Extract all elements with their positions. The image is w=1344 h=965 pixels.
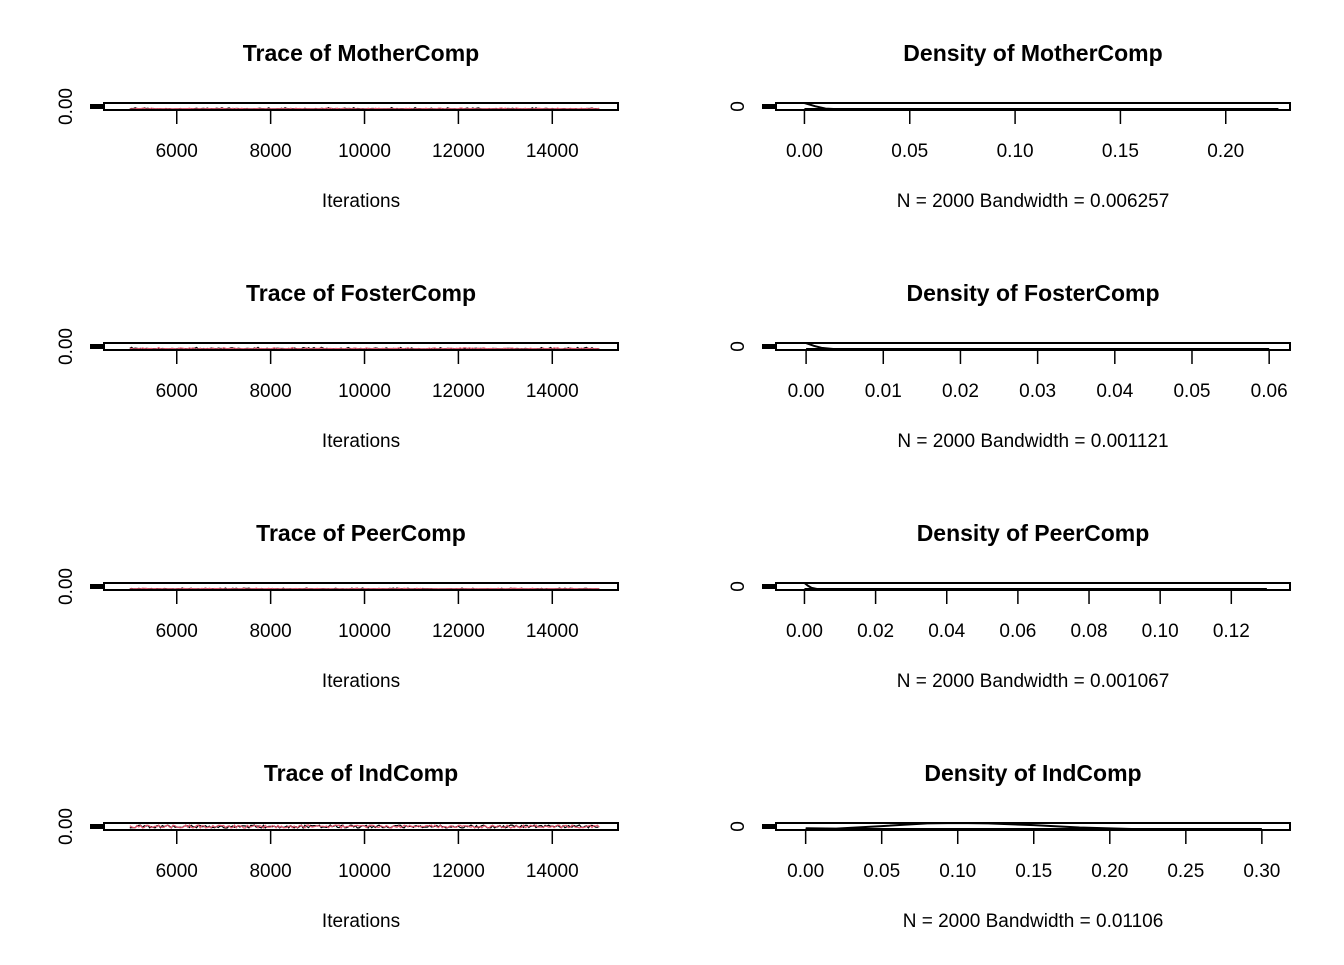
x-tick-label: 6000 [156, 861, 198, 882]
x-tick-label: 0.20 [1207, 141, 1244, 162]
x-axis-label: N = 2000 Bandwidth = 0.001067 [897, 671, 1170, 692]
trace-line-chain-2 [129, 587, 600, 590]
x-tick-label: 0.12 [1213, 621, 1250, 642]
x-tick-label: 12000 [432, 141, 485, 162]
panel-8: Density of IndComp 0 0.00 0.05 0.10 0.15 0.20 0… [728, 760, 1291, 932]
y-tick-label: 0 [728, 101, 749, 112]
x-tick-label: 12000 [432, 861, 485, 882]
x-tick-label: 12000 [432, 621, 485, 642]
x-tick-label: 0.15 [1102, 141, 1139, 162]
x-axis-label: Iterations [322, 191, 400, 212]
y-axis-tick [762, 104, 776, 109]
x-axis-label: Iterations [322, 911, 400, 932]
x-axis-label: Iterations [322, 431, 400, 452]
x-tick-label: 0.00 [786, 621, 823, 642]
x-tick-label: 8000 [249, 381, 291, 402]
y-tick-label: 0.00 [56, 808, 77, 845]
x-tick-label: 6000 [156, 381, 198, 402]
x-tick-label: 0.10 [1142, 621, 1179, 642]
y-axis-tick [762, 824, 776, 829]
x-tick-label: 0.02 [857, 621, 894, 642]
x-tick-label: 0.02 [942, 381, 979, 402]
panel-title: Density of PeerComp [917, 520, 1150, 546]
x-tick-label: 0.06 [1251, 381, 1288, 402]
y-axis-tick [90, 104, 104, 109]
x-tick-label: 14000 [526, 141, 579, 162]
panel-title: Density of MotherComp [903, 40, 1162, 66]
x-tick-label: 6000 [156, 141, 198, 162]
x-tick-label: 6000 [156, 621, 198, 642]
y-axis-tick [762, 584, 776, 589]
x-tick-label: 0.03 [1019, 381, 1056, 402]
x-tick-label: 14000 [526, 621, 579, 642]
x-axis-label: N = 2000 Bandwidth = 0.01106 [903, 911, 1164, 932]
x-tick-label: 0.00 [787, 861, 824, 882]
panel-title: Density of IndComp [924, 760, 1141, 786]
x-tick-label: 0.25 [1167, 861, 1204, 882]
x-tick-label: 0.15 [1015, 861, 1052, 882]
x-tick-label: 0.08 [1071, 621, 1108, 642]
x-tick-label: 0.05 [863, 861, 900, 882]
x-tick-label: 10000 [338, 381, 391, 402]
x-tick-label: 14000 [526, 861, 579, 882]
panel-2: Density of MotherComp 0 0.00 0.05 0.10 0.15 0.… [728, 40, 1291, 212]
panel-title: Trace of MotherComp [243, 40, 479, 66]
panel-3: Trace of FosterComp 0.00 6000 8000 10000 1200… [56, 280, 619, 452]
panel-5: Trace of PeerComp 0.00 6000 8000 10000 12000 1… [56, 520, 619, 692]
panel-6: Density of PeerComp 0 0.00 0.02 0.04 0.06 0.08… [728, 520, 1291, 692]
y-tick-label: 0.00 [56, 568, 77, 605]
y-tick-label: 0 [728, 581, 749, 592]
x-tick-label: 10000 [338, 861, 391, 882]
x-tick-label: 10000 [338, 621, 391, 642]
y-axis-tick [762, 344, 776, 349]
x-tick-label: 8000 [249, 621, 291, 642]
trace-line-chain-2 [129, 824, 600, 830]
y-axis-tick [90, 824, 104, 829]
x-tick-label: 0.06 [999, 621, 1036, 642]
x-tick-label: 12000 [432, 381, 485, 402]
x-tick-label: 0.05 [891, 141, 928, 162]
panel-1: Trace of MotherComp 0.00 6000 8000 10000 1200… [56, 40, 619, 212]
panel-4: Density of FosterComp 0 0.00 0.01 0.02 0.03 0.… [728, 280, 1291, 452]
y-tick-label: 0.00 [56, 88, 77, 125]
panel-title: Density of FosterComp [906, 280, 1159, 306]
y-tick-label: 0 [728, 341, 749, 352]
y-axis-tick [90, 344, 104, 349]
x-tick-label: 14000 [526, 381, 579, 402]
x-tick-label: 0.20 [1091, 861, 1128, 882]
x-tick-label: 10000 [338, 141, 391, 162]
x-tick-label: 0.01 [865, 381, 902, 402]
y-tick-label: 0 [728, 821, 749, 832]
x-tick-label: 0.10 [939, 861, 976, 882]
x-tick-label: 0.30 [1243, 861, 1280, 882]
panel-title: Trace of PeerComp [256, 520, 466, 546]
panel-7: Trace of IndComp 0.00 6000 8000 10000 12000 14… [56, 760, 619, 932]
x-tick-label: 0.00 [786, 141, 823, 162]
panel-title: Trace of IndComp [264, 760, 458, 786]
x-tick-label: 0.04 [1096, 381, 1133, 402]
y-axis-tick [90, 584, 104, 589]
x-axis-label: Iterations [322, 671, 400, 692]
x-tick-label: 0.10 [997, 141, 1034, 162]
panel-title: Trace of FosterComp [246, 280, 476, 306]
x-axis-label: N = 2000 Bandwidth = 0.001121 [897, 431, 1168, 452]
x-tick-label: 8000 [249, 861, 291, 882]
trace-line-chain-2 [129, 107, 600, 110]
x-tick-label: 0.04 [928, 621, 965, 642]
x-axis-label: N = 2000 Bandwidth = 0.006257 [897, 191, 1170, 212]
x-tick-label: 8000 [249, 141, 291, 162]
x-tick-label: 0.00 [788, 381, 825, 402]
x-tick-label: 0.05 [1173, 381, 1210, 402]
y-tick-label: 0.00 [56, 328, 77, 365]
